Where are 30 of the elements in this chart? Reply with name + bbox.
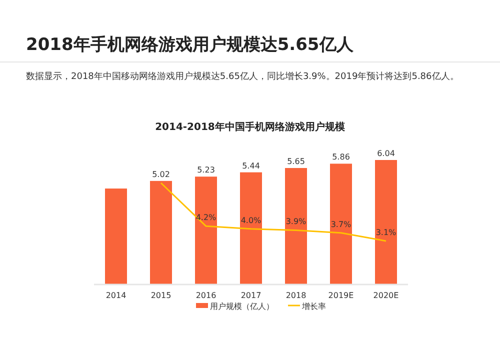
data-label: 5.86 bbox=[332, 152, 350, 162]
legend-label: 用户规模（亿人） bbox=[210, 302, 274, 311]
data-label: 5.23 bbox=[197, 166, 215, 175]
data-label: 5.65 bbox=[287, 157, 305, 166]
data-label: 5.02 bbox=[152, 170, 170, 179]
data-label: 4.2% bbox=[196, 213, 217, 222]
data-label: 3.7% bbox=[330, 220, 352, 229]
x-tick-label: 2014 bbox=[106, 291, 126, 300]
x-tick-label: 2017 bbox=[240, 291, 262, 300]
x-tick-label: 2019E bbox=[328, 291, 354, 300]
legend-label: 增长率 bbox=[301, 302, 326, 311]
chart-subtitle: 2014-2018年中国手机网络游戏用户规模 bbox=[155, 121, 346, 133]
x-tick-label: 2020E bbox=[373, 291, 399, 300]
x-tick-label: 2015 bbox=[150, 291, 172, 300]
chart-title: 2018年手机网络游戏用户规模达5.65亿人 bbox=[26, 35, 354, 55]
bar bbox=[195, 176, 217, 284]
bar bbox=[105, 188, 127, 284]
data-label: 3.9% bbox=[286, 217, 307, 226]
bar bbox=[330, 164, 352, 284]
data-label: 4.0% bbox=[240, 216, 262, 225]
text: 数据显示，2018年中国移动网络游戏用户规模达5.65亿人，同比增长3.9%。2019年预计将达到5.86亿人。 bbox=[26, 70, 460, 84]
data-label: 6.04 bbox=[377, 149, 395, 158]
data-label: 5.44 bbox=[242, 161, 260, 170]
x-tick-label: 2016 bbox=[196, 291, 216, 300]
data-label: 3.1% bbox=[376, 228, 397, 237]
bar bbox=[150, 180, 172, 284]
x-tick-label: 2018 bbox=[286, 291, 306, 300]
bar bbox=[285, 168, 307, 284]
bar bbox=[375, 160, 397, 284]
bar bbox=[240, 172, 262, 284]
